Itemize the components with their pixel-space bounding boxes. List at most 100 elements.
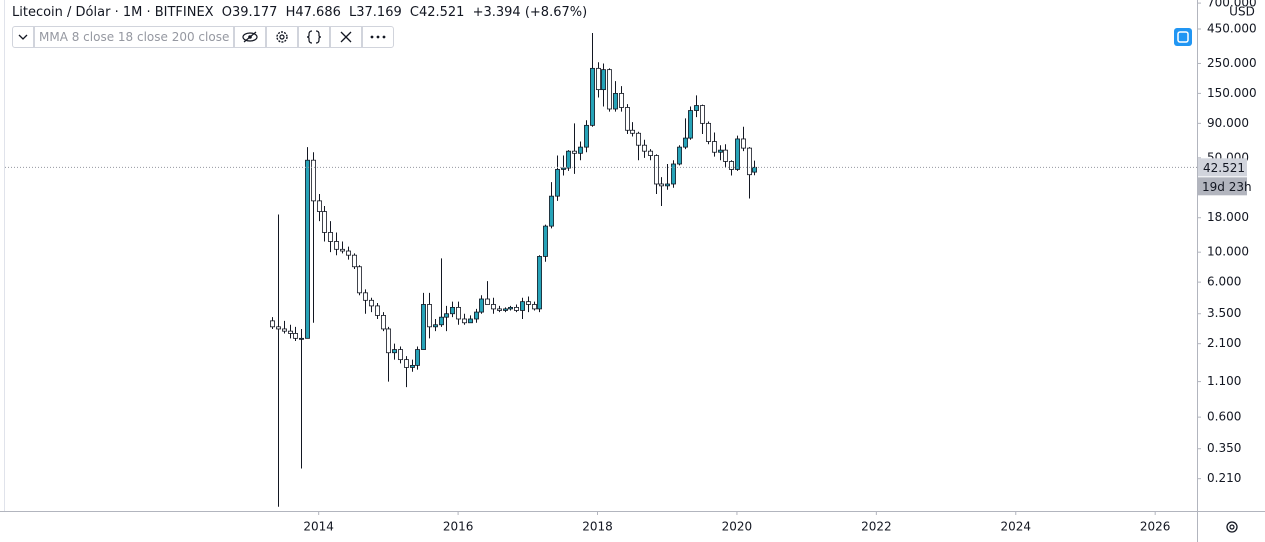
candle-body [596, 67, 601, 91]
symbol-title: Litecoin / Dólar · 1M · BITFINEX [12, 5, 214, 20]
y-tick-label: 250.000 [1207, 56, 1257, 70]
candle-body [450, 306, 455, 315]
last-price-label: 42.521 [1203, 161, 1245, 175]
candle-body [561, 167, 566, 170]
candle-body [462, 318, 467, 324]
symbol-header: Litecoin / Dólar · 1M · BITFINEX O39.177… [12, 5, 591, 20]
candle-body [369, 299, 374, 307]
candle-body [293, 333, 298, 339]
candle-body [381, 315, 386, 330]
candle-body [566, 150, 571, 169]
candle-body [433, 324, 438, 328]
candle-body [270, 320, 275, 328]
candle-body [514, 306, 519, 311]
candle-body [276, 326, 281, 330]
y-tick-label: 700.000 [1207, 0, 1257, 10]
candle-body [735, 138, 740, 170]
candle-body [688, 110, 693, 139]
candle-body [718, 149, 723, 153]
candle-body [549, 195, 554, 227]
candle-body [625, 107, 630, 131]
candle-body [729, 161, 734, 170]
candle-body [352, 254, 357, 268]
candle-body [375, 305, 380, 316]
y-tick-label: 450.000 [1207, 22, 1257, 36]
candle-body [532, 304, 537, 310]
candle-body [706, 122, 711, 142]
candle-body [299, 337, 304, 340]
x-tick-label: 2024 [1000, 520, 1031, 534]
y-tick-label: 0.210 [1207, 471, 1241, 485]
candle-body [479, 298, 484, 313]
remove-button[interactable] [330, 26, 363, 48]
candle-body [700, 105, 705, 124]
candle-body [439, 316, 444, 326]
candle-body [578, 146, 583, 154]
candle-body [392, 349, 397, 354]
candle-body [427, 304, 432, 328]
candle-body [491, 304, 496, 310]
candle-body [404, 359, 409, 368]
more-button[interactable] [362, 26, 395, 48]
axes: 700.000450.000250.000150.00090.00050.000… [303, 0, 1257, 534]
settings-button[interactable] [266, 26, 299, 48]
candle-body [474, 311, 479, 320]
candle-body [421, 304, 426, 350]
candle-body [468, 318, 473, 324]
candle-body [630, 129, 635, 134]
y-tick-label: 1.100 [1207, 374, 1241, 388]
candle-body [357, 266, 362, 294]
y-tick-label: 3.500 [1207, 306, 1241, 320]
countdown-bg [1198, 177, 1247, 196]
candle-body [619, 93, 624, 108]
x-tick-label: 2014 [303, 520, 334, 534]
ohlc-close: C42.521 [409, 5, 465, 20]
candle-body [613, 93, 618, 110]
hide-button[interactable] [234, 26, 267, 48]
candle-body [322, 211, 327, 233]
candle-body [572, 150, 577, 154]
currency-label: USD [1229, 5, 1255, 19]
candle-body [398, 349, 403, 361]
candle-body [747, 147, 752, 176]
candle-body [648, 150, 653, 156]
candle-body [456, 306, 461, 320]
candle-body [741, 138, 746, 149]
candle-body [334, 241, 339, 250]
candle-body [415, 349, 420, 366]
candle-body [346, 250, 351, 256]
candle-body [642, 144, 647, 152]
candle-body [654, 155, 659, 185]
plot-area [5, 33, 1197, 507]
ohlc-open: O39.177 [221, 5, 278, 20]
y-tick-label: 150.000 [1207, 86, 1257, 100]
candle-body [712, 141, 717, 153]
candle-body [282, 328, 287, 332]
fullscreen-button[interactable] [1174, 28, 1192, 46]
candle-body [601, 69, 606, 91]
candle-body [317, 200, 322, 212]
source-button[interactable] [298, 26, 331, 48]
candle-body [410, 364, 415, 368]
candle-body [636, 132, 641, 146]
y-tick-label: 0.600 [1207, 410, 1241, 424]
candle-body [508, 306, 513, 310]
candle-body [497, 308, 502, 311]
candle-body [677, 146, 682, 165]
y-tick-label: 2.100 [1207, 336, 1241, 350]
settings-icon[interactable] [1226, 521, 1238, 533]
indicator-label[interactable]: MMA 8 close 18 close 200 close [34, 26, 235, 48]
candle-body [503, 308, 508, 311]
candle-body [288, 330, 293, 334]
candle-body [752, 166, 757, 173]
candle-body [590, 67, 595, 126]
y-tick-label: 0.350 [1207, 441, 1241, 455]
candle-body [444, 313, 449, 318]
candle-body [555, 169, 560, 197]
last-price-label-bg [1198, 158, 1247, 177]
candle-body [607, 69, 612, 110]
collapse-button[interactable] [12, 26, 34, 48]
candle-body [340, 248, 345, 252]
